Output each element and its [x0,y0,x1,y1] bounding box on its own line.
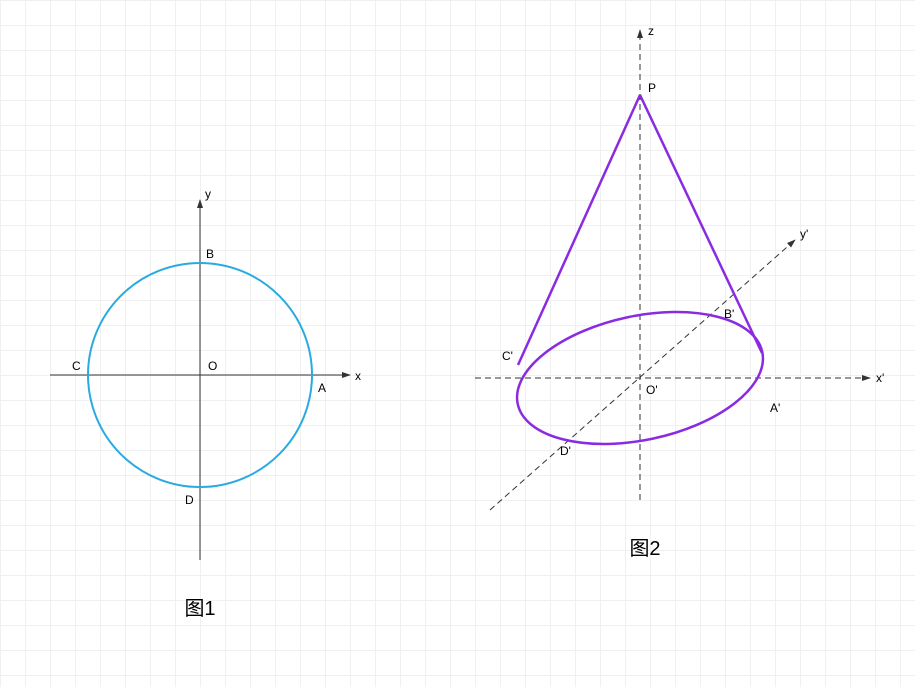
diagram-svg: x y O A B C D 图1 z x' y' O' P A' B' C' D… [0,0,915,687]
fig2-label-P: P [648,81,656,95]
fig1-label-x: x [355,369,361,383]
fig1-caption: 图1 [184,598,215,620]
fig2-label-y: y' [800,227,808,241]
fig2-cone-side-left [518,95,640,365]
figure-1: x y O A B C D 图1 [50,187,361,620]
fig2-label-D: D' [560,444,571,458]
fig1-label-O: O [208,359,217,373]
fig2-label-O: O' [646,383,658,397]
fig1-label-D: D [185,493,194,507]
fig2-label-B: B' [724,307,734,321]
fig2-label-x: x' [876,371,884,385]
fig2-label-C: C' [502,349,513,363]
fig2-y-axis [490,240,795,510]
fig1-label-C: C [72,359,81,373]
figure-2: z x' y' O' P A' B' C' D' 图2 [475,24,884,560]
fig2-label-A: A' [770,401,780,415]
fig2-caption: 图2 [629,538,660,560]
fig1-label-A: A [318,381,326,395]
fig1-label-B: B [206,247,214,261]
fig1-label-y: y [205,187,211,201]
fig2-label-z: z [648,24,654,38]
